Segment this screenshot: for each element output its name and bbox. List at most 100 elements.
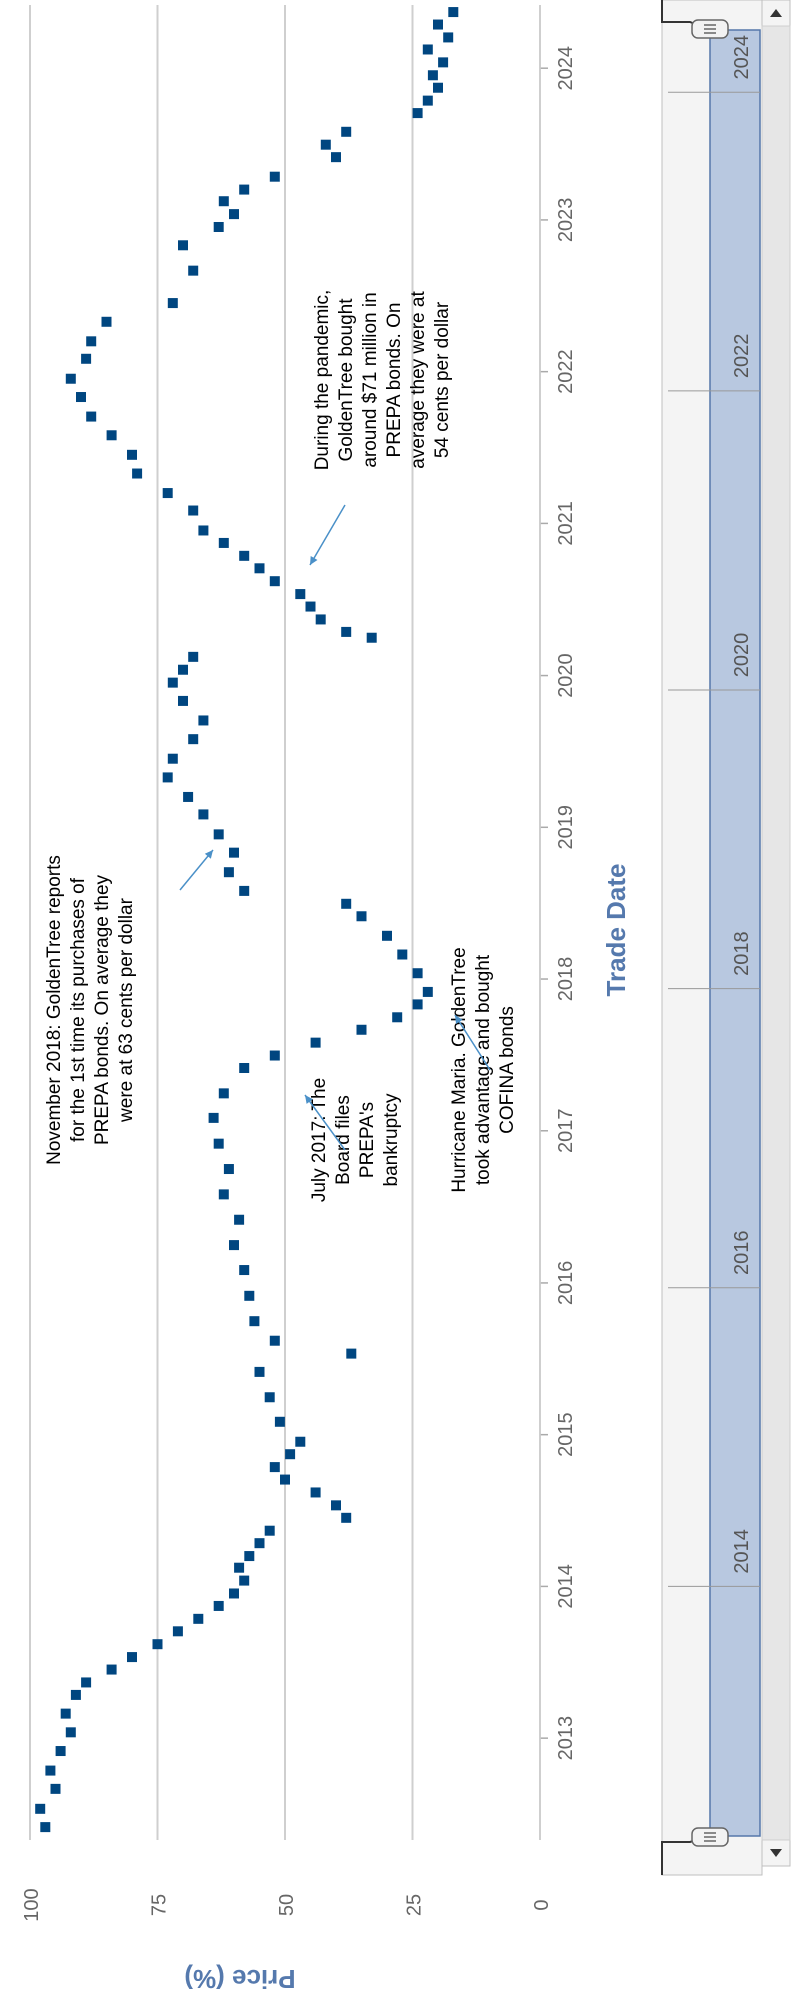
annotation-line: July 2017: The [309,1078,330,1202]
data-point [331,152,341,163]
data-point [198,809,209,820]
annotation-line: Board files [333,1095,354,1185]
annotation-line: PREPA's [357,1102,378,1178]
annotations: November 2018: GoldenTree reports for the… [44,290,518,1202]
annotation-line: Hurricane Maria. GoldenTree [449,947,470,1192]
three-bar-grip-icon [704,24,716,34]
scroll-down-button[interactable] [761,1839,791,1867]
annotation-arrow [179,849,214,891]
data-point [188,734,199,745]
data-point [392,1012,403,1023]
data-point [356,1024,367,1035]
data-point [213,221,224,232]
data-point [310,1037,321,1048]
data-point [315,614,326,625]
scroll-up-button[interactable] [761,0,791,27]
annotation-text: Hurricane Maria. GoldenTree took advantag… [449,947,518,1192]
data-point [229,1588,239,1599]
x-tick-label: 2018 [555,957,577,1002]
data-point [331,1500,341,1511]
arrow-head-icon [455,1015,463,1024]
data-point [285,1449,296,1460]
data-point [106,430,117,441]
x-tick-labels: 2013 2014 2015 2016 2017 2018 2019 2020 2021 2022… [539,5,577,1840]
data-point [178,664,188,675]
range-year-label: 2016 [731,1230,753,1275]
data-point [188,265,199,276]
data-point [218,1088,229,1099]
x-tick-label: 2023 [555,198,577,243]
data-point [422,986,433,997]
data-point [193,1613,204,1624]
data-point [229,847,239,858]
y-tick-label: 0 [531,1899,553,1910]
data-point [208,1112,219,1123]
data-point [269,1050,280,1061]
data-point [50,1783,61,1794]
annotation-2: July 2017: The Board files PREPA's bankrupt… [304,1078,402,1202]
data-point [60,1708,71,1719]
data-point [412,999,423,1010]
data-point [239,550,250,561]
annotation-line: took advantage and bought [473,954,494,1185]
range-handle-bottom[interactable] [691,1827,729,1847]
scrollbar-track[interactable] [761,25,791,1841]
data-point [101,316,112,327]
data-point [188,651,199,662]
y-tick-label: 100 [21,1888,43,1921]
data-point [239,1265,250,1276]
data-point [229,209,239,220]
range-selector-window[interactable] [709,29,761,1837]
annotation-line: During the pandemic, [312,290,333,471]
data-point [86,336,97,347]
y-axis-label: Price (%) [184,1964,295,1994]
data-point [40,1822,51,1833]
data-point [295,1436,306,1447]
data-point [295,589,306,600]
data-point [433,82,443,93]
range-year-label: 2018 [731,931,753,976]
y-tick-label: 50 [276,1894,298,1916]
range-selector-dividers [668,91,760,1587]
annotation-line: GoldenTree bought [336,298,357,462]
data-point [448,7,459,18]
data-point [269,1462,280,1473]
data-point [35,1803,46,1814]
data-point [254,1538,265,1549]
data-point [269,576,280,587]
data-point [167,298,178,309]
range-selector-year-labels: 2014 2016 2018 2020 2022 2024 [731,35,753,1574]
annotation-line: PREPA bonds. On average they [92,874,113,1145]
data-point [412,968,423,979]
data-point [188,505,199,516]
data-point [127,449,137,460]
range-year-label: 2020 [731,633,753,678]
x-tick-label: 2019 [555,805,577,850]
annotation-line: for the 1st time its purchases of [68,877,89,1142]
annotation-3: Hurricane Maria. GoldenTree took advantag… [449,947,518,1192]
data-points [35,7,459,1833]
arrow-head-icon [310,556,318,565]
data-point [213,1138,224,1149]
annotation-line: around $71 million in [360,292,381,467]
data-point [152,1639,163,1650]
data-point [264,1392,275,1403]
data-point [218,196,229,207]
data-point [254,563,265,574]
annotation-arrow [304,1094,346,1151]
data-point [412,108,423,119]
data-point [65,1727,76,1738]
data-point [427,70,438,81]
x-axis-label: Trade Date [601,864,631,997]
x-tick-label: 2014 [555,1564,577,1609]
range-selector[interactable]: 2014 2016 2018 2020 2022 2024 [661,0,791,1876]
range-handle-top[interactable] [691,19,729,39]
x-tick-label: 2017 [555,1109,577,1154]
data-point [132,468,143,479]
data-point [341,1512,352,1523]
y-tick-label: 25 [404,1894,426,1916]
data-point [443,32,454,43]
data-point [305,601,316,612]
range-year-label: 2024 [731,35,753,80]
